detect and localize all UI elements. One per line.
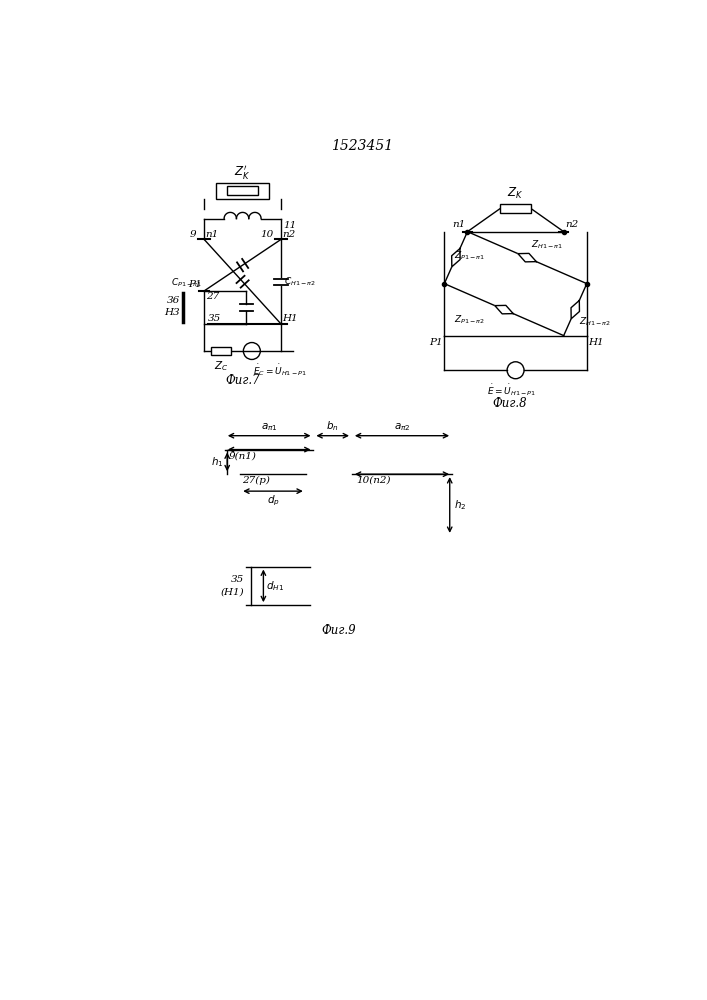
Text: $C_{H1-\pi2}$: $C_{H1-\pi2}$ bbox=[284, 275, 316, 288]
Text: P1: P1 bbox=[429, 338, 443, 347]
Text: Фиг.8: Фиг.8 bbox=[493, 397, 527, 410]
Text: $b_n$: $b_n$ bbox=[327, 419, 339, 433]
Text: 10: 10 bbox=[260, 230, 274, 239]
Text: 35: 35 bbox=[231, 575, 244, 584]
Text: п2: п2 bbox=[565, 220, 578, 229]
Polygon shape bbox=[495, 305, 513, 314]
Bar bbox=[216, 183, 269, 199]
Text: $Z_{P1-\pi1}$: $Z_{P1-\pi1}$ bbox=[454, 250, 485, 262]
Text: 35: 35 bbox=[208, 314, 221, 323]
Text: $Z_K$: $Z_K$ bbox=[508, 186, 524, 201]
Text: $a_{\pi1}$: $a_{\pi1}$ bbox=[261, 421, 278, 433]
Text: Фиг.7: Фиг.7 bbox=[226, 374, 260, 387]
Text: $Z_{H1-\pi2}$: $Z_{H1-\pi2}$ bbox=[579, 316, 611, 328]
Text: $Z_{H1-\pi1}$: $Z_{H1-\pi1}$ bbox=[531, 239, 563, 251]
Text: $Z_C$: $Z_C$ bbox=[214, 359, 228, 373]
Polygon shape bbox=[452, 248, 460, 267]
Text: 10(п2): 10(п2) bbox=[356, 476, 390, 485]
Text: $d_p$: $d_p$ bbox=[267, 493, 279, 508]
Text: H3: H3 bbox=[165, 308, 180, 317]
Text: п2: п2 bbox=[283, 230, 296, 239]
Text: (H1): (H1) bbox=[221, 588, 244, 597]
Bar bbox=[211, 347, 231, 355]
Polygon shape bbox=[571, 300, 580, 319]
Text: $h_1$: $h_1$ bbox=[211, 455, 223, 469]
Text: $d_{H1}$: $d_{H1}$ bbox=[266, 579, 284, 593]
Text: 1523451: 1523451 bbox=[331, 139, 393, 153]
Polygon shape bbox=[518, 253, 537, 262]
Text: 9(п1): 9(п1) bbox=[229, 451, 257, 460]
Text: $h_2$: $h_2$ bbox=[454, 498, 466, 512]
Text: п1: п1 bbox=[206, 230, 219, 239]
Text: Фиг.9: Фиг.9 bbox=[321, 624, 356, 637]
Text: 9: 9 bbox=[189, 230, 197, 239]
Text: 11: 11 bbox=[284, 221, 297, 230]
Text: H1: H1 bbox=[283, 314, 298, 323]
Bar bbox=[227, 186, 258, 195]
Text: P1: P1 bbox=[188, 280, 201, 289]
Text: $C_{P1-\pi1}$: $C_{P1-\pi1}$ bbox=[170, 277, 201, 289]
Text: $Z_K^{\prime}$: $Z_K^{\prime}$ bbox=[235, 163, 251, 181]
Text: H1: H1 bbox=[588, 338, 604, 347]
Text: $\dot{E} = \dot{U}_{H1-P1}$: $\dot{E} = \dot{U}_{H1-P1}$ bbox=[487, 383, 537, 398]
Text: $Z_{P1-\pi2}$: $Z_{P1-\pi2}$ bbox=[454, 313, 485, 326]
Text: 27: 27 bbox=[206, 292, 220, 301]
Text: 36: 36 bbox=[167, 296, 180, 305]
Text: $a_{\pi2}$: $a_{\pi2}$ bbox=[394, 421, 410, 433]
Bar bbox=[500, 204, 531, 213]
Text: 27(р): 27(р) bbox=[242, 476, 269, 485]
Text: п1: п1 bbox=[452, 220, 466, 229]
Text: $\dot{E}_C = \dot{U}_{H1-P1}$: $\dot{E}_C = \dot{U}_{H1-P1}$ bbox=[253, 363, 308, 378]
